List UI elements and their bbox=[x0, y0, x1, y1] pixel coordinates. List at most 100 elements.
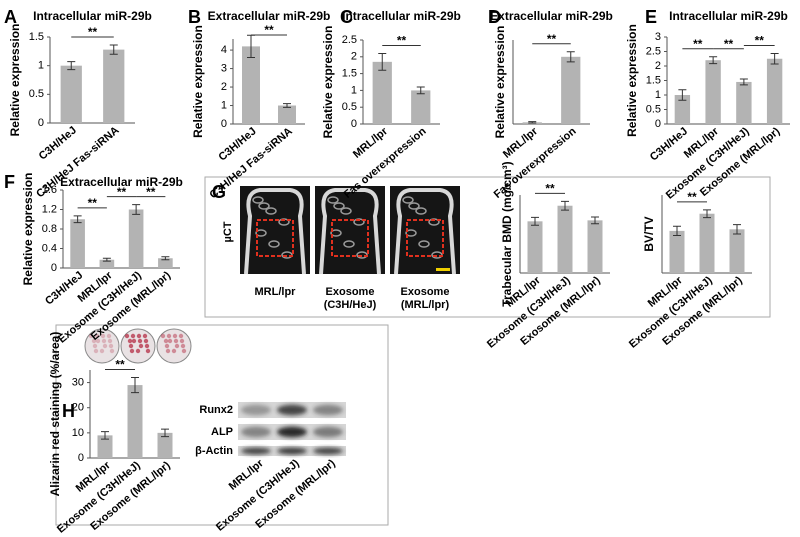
y-tick-label: 3 bbox=[655, 31, 661, 43]
y-tick-label: 20 bbox=[72, 402, 84, 414]
ct-image-label: (MRL/lpr) bbox=[401, 299, 450, 311]
y-axis-label: Relative expression bbox=[321, 26, 335, 139]
y-tick-label: 1 bbox=[38, 60, 44, 72]
error-bar bbox=[733, 224, 741, 235]
significance-label: ** bbox=[88, 196, 98, 210]
band-label: β-Actin bbox=[195, 445, 233, 457]
band-label: Runx2 bbox=[199, 404, 233, 416]
chart-title: Intracellular miR-29b bbox=[342, 9, 461, 23]
error-bar bbox=[378, 52, 387, 71]
y-axis-label: Relative expression bbox=[191, 25, 205, 138]
y-tick-label: 0 bbox=[78, 452, 84, 464]
ct-image-label: (C3H/HeJ) bbox=[324, 299, 377, 311]
band bbox=[277, 426, 307, 438]
y-tick-label: 1.5 bbox=[646, 74, 661, 86]
stain bbox=[93, 348, 99, 354]
stain bbox=[163, 338, 169, 344]
ct-trabecula bbox=[252, 196, 264, 204]
stain bbox=[138, 343, 144, 349]
well bbox=[156, 328, 192, 364]
y-tick-label: 0.8 bbox=[42, 223, 57, 235]
y-axis-label: Relative expression bbox=[625, 24, 639, 137]
stain bbox=[131, 338, 137, 344]
roi-box bbox=[406, 219, 444, 257]
bar bbox=[557, 205, 573, 273]
y-tick-label: 2 bbox=[351, 51, 357, 63]
error-bar bbox=[283, 103, 291, 108]
stain bbox=[179, 338, 185, 344]
significance-label: ** bbox=[397, 34, 407, 48]
ct-images: MRL/lpr Exosome(C3H/HeJ)Exosome(MRL/lpr) bbox=[240, 186, 460, 311]
bar bbox=[561, 56, 581, 124]
bar bbox=[766, 58, 783, 124]
stain bbox=[143, 338, 149, 344]
error-bar bbox=[102, 257, 111, 262]
panel-letter: B bbox=[188, 7, 201, 27]
error-bar bbox=[109, 44, 118, 55]
panel-letter: F bbox=[4, 172, 15, 192]
error-bar bbox=[67, 61, 76, 71]
ct-trabecula bbox=[265, 207, 277, 215]
stain bbox=[108, 343, 114, 349]
stain bbox=[92, 343, 98, 349]
error-bar bbox=[709, 56, 718, 65]
ct-label: µCT bbox=[222, 221, 234, 242]
y-tick-label: 1 bbox=[655, 89, 661, 101]
band bbox=[241, 447, 271, 455]
y-axis-label: BV/TV bbox=[642, 216, 656, 251]
y-tick-label: 1.2 bbox=[42, 203, 57, 215]
significance-label: ** bbox=[117, 185, 127, 199]
ct-image bbox=[390, 186, 460, 274]
stain bbox=[171, 348, 177, 354]
bar bbox=[411, 90, 431, 124]
ct-trabecula bbox=[402, 196, 414, 204]
stain bbox=[94, 333, 100, 339]
error-bar bbox=[673, 225, 681, 237]
stain bbox=[106, 333, 112, 339]
stain bbox=[100, 333, 106, 339]
y-tick-label: 0.4 bbox=[42, 242, 57, 254]
y-tick-label: 2.5 bbox=[646, 45, 661, 57]
well bbox=[84, 328, 120, 364]
stain bbox=[173, 338, 179, 344]
error-bar bbox=[528, 121, 537, 124]
panel-h-frame bbox=[55, 324, 389, 526]
y-tick-label: 4 bbox=[221, 44, 227, 56]
significance-label: ** bbox=[264, 23, 274, 37]
y-axis-label: Alizarin red staining (%/area) bbox=[48, 332, 62, 497]
band bbox=[313, 404, 343, 416]
bar bbox=[157, 432, 173, 458]
bar bbox=[699, 213, 715, 273]
y-tick-label: 0.5 bbox=[29, 88, 44, 100]
bar bbox=[278, 105, 296, 124]
y-tick-label: 1.6 bbox=[42, 184, 57, 196]
ct-image-label: MRL/lpr bbox=[255, 286, 297, 298]
significance-label: ** bbox=[115, 358, 125, 372]
error-bar bbox=[161, 256, 170, 261]
ct-trabecula bbox=[258, 202, 270, 210]
bar bbox=[242, 46, 260, 124]
y-tick-label: 0 bbox=[51, 262, 57, 274]
stain bbox=[167, 338, 173, 344]
bar bbox=[674, 95, 691, 124]
stain bbox=[174, 343, 180, 349]
y-tick-label: 1 bbox=[351, 84, 357, 96]
stain bbox=[166, 333, 172, 339]
ct-image-label: Exosome bbox=[326, 286, 375, 298]
significance-label: ** bbox=[146, 185, 156, 199]
scale-bar bbox=[436, 268, 450, 271]
band bbox=[277, 447, 307, 455]
ct-trabecula bbox=[327, 196, 339, 204]
ct-bone bbox=[319, 188, 381, 275]
y-tick-label: 3 bbox=[221, 62, 227, 74]
error-bar bbox=[531, 216, 539, 226]
y-tick-label: 2 bbox=[221, 81, 227, 93]
panel-g-frame bbox=[204, 176, 771, 318]
roi-box bbox=[331, 219, 369, 257]
band bbox=[313, 426, 343, 438]
error-bar bbox=[73, 215, 82, 224]
bar bbox=[70, 219, 85, 268]
band bbox=[241, 426, 271, 438]
stain bbox=[135, 348, 141, 354]
